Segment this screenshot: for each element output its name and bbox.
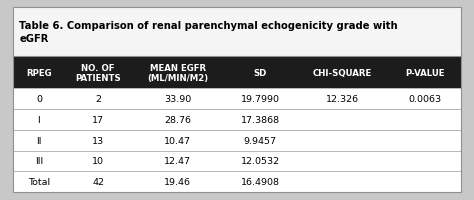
Bar	[13, 8, 461, 57]
Text: 19.7990: 19.7990	[241, 95, 280, 104]
Text: 19.46: 19.46	[164, 177, 191, 186]
Text: 33.90: 33.90	[164, 95, 191, 104]
Bar	[13, 151, 461, 171]
Text: II: II	[36, 136, 42, 145]
Text: 12.326: 12.326	[326, 95, 359, 104]
Text: 10: 10	[92, 157, 104, 166]
Text: 0.0063: 0.0063	[408, 95, 441, 104]
Text: CHI-SQUARE: CHI-SQUARE	[313, 68, 372, 77]
Text: 9.9457: 9.9457	[244, 136, 277, 145]
Text: 12.47: 12.47	[164, 157, 191, 166]
Bar	[13, 110, 461, 130]
Text: MEAN EGFR
(ML/MIN/M2): MEAN EGFR (ML/MIN/M2)	[147, 63, 209, 83]
Text: SD: SD	[254, 68, 267, 77]
Text: 12.0532: 12.0532	[241, 157, 280, 166]
Text: 10.47: 10.47	[164, 136, 191, 145]
Text: RPEG: RPEG	[26, 68, 52, 77]
Text: III: III	[35, 157, 43, 166]
Text: Total: Total	[28, 177, 50, 186]
Bar	[13, 57, 461, 89]
Text: NO. OF
PATIENTS: NO. OF PATIENTS	[75, 63, 121, 83]
Text: 28.76: 28.76	[164, 115, 191, 124]
Bar	[13, 171, 461, 192]
Text: 42: 42	[92, 177, 104, 186]
Text: 2: 2	[95, 95, 101, 104]
Text: I: I	[37, 115, 40, 124]
Bar	[13, 130, 461, 151]
Text: P-VALUE: P-VALUE	[405, 68, 445, 77]
Text: 0: 0	[36, 95, 42, 104]
Text: Table 6. Comparison of renal parenchymal echogenicity grade with
eGFR: Table 6. Comparison of renal parenchymal…	[19, 21, 398, 44]
Text: 17: 17	[92, 115, 104, 124]
Text: 17.3868: 17.3868	[241, 115, 280, 124]
Text: 16.4908: 16.4908	[241, 177, 280, 186]
Bar	[13, 89, 461, 110]
Text: 13: 13	[92, 136, 104, 145]
